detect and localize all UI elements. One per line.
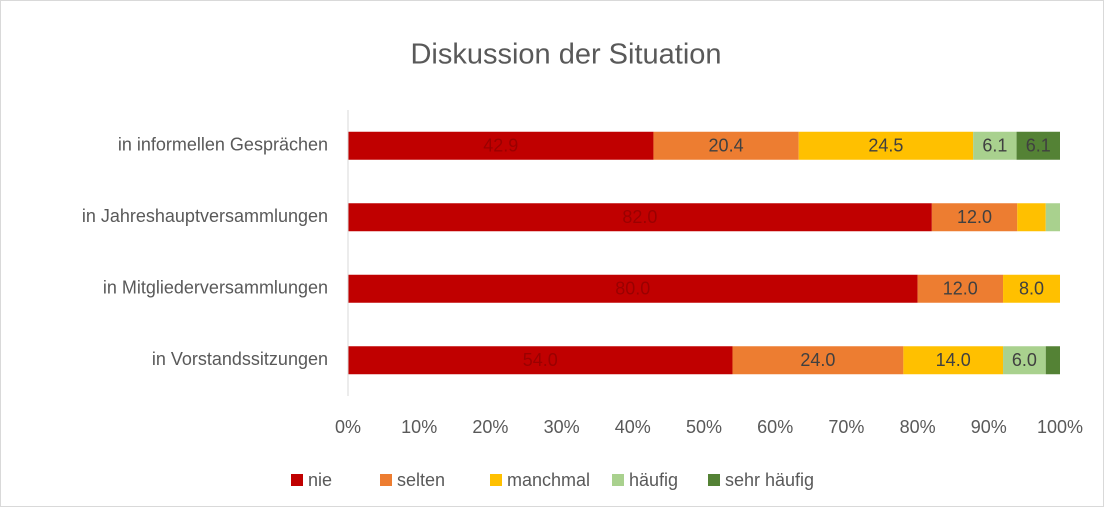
data-label: 24.0 <box>800 350 835 370</box>
bar-segment <box>1003 346 1046 375</box>
x-tick-label: 60% <box>757 417 793 437</box>
legend-swatch <box>490 474 502 486</box>
bar-segment <box>348 203 932 232</box>
data-label: 6.0 <box>1012 350 1037 370</box>
x-tick-label: 80% <box>900 417 936 437</box>
bar-segment <box>653 131 799 160</box>
data-label: 54.0 <box>523 350 558 370</box>
bar-segment <box>1045 346 1060 375</box>
chart-title: Diskussion der Situation <box>410 39 721 71</box>
legend-swatch <box>380 474 392 486</box>
bar-segment <box>348 131 654 160</box>
legend-swatch <box>612 474 624 486</box>
data-label: 6.1 <box>982 136 1007 156</box>
bar-segment <box>1045 203 1060 232</box>
y-tick-label: in Vorstandssitzungen <box>152 349 328 369</box>
data-label: 8.0 <box>1019 279 1044 299</box>
legend-label: manchmal <box>507 470 590 490</box>
bar-segment <box>973 131 1017 160</box>
x-tick-label: 100% <box>1037 417 1083 437</box>
bar-segment <box>903 346 1004 375</box>
data-label: 20.4 <box>709 136 744 156</box>
y-tick-label: in Mitgliederversammlungen <box>103 278 328 298</box>
legend-label: nie <box>308 470 332 490</box>
bar-segment <box>798 131 974 160</box>
data-label: 12.0 <box>943 279 978 299</box>
bar-segment <box>1017 203 1046 232</box>
bar-segment <box>931 203 1018 232</box>
x-tick-label: 50% <box>686 417 722 437</box>
x-tick-label: 90% <box>971 417 1007 437</box>
y-tick-label: in informellen Gesprächen <box>118 135 328 155</box>
x-tick-label: 30% <box>544 417 580 437</box>
x-tick-label: 40% <box>615 417 651 437</box>
data-label: 6.1 <box>1026 136 1051 156</box>
legend-label: häufig <box>629 470 678 490</box>
x-tick-label: 0% <box>335 417 361 437</box>
x-tick-label: 10% <box>401 417 437 437</box>
x-tick-label: 70% <box>828 417 864 437</box>
bar-segment <box>917 274 1004 303</box>
data-label: 42.9 <box>483 136 518 156</box>
legend-label: sehr häufig <box>725 470 814 490</box>
data-label: 80.0 <box>615 279 650 299</box>
x-tick-label: 20% <box>472 417 508 437</box>
bar-segment <box>1003 274 1060 303</box>
bar-segment <box>348 274 918 303</box>
bar-segment <box>348 346 733 375</box>
data-label: 24.5 <box>868 136 903 156</box>
legend-swatch <box>291 474 303 486</box>
y-tick-label: in Jahreshauptversammlungen <box>82 206 328 226</box>
legend-label: selten <box>397 470 445 490</box>
data-label: 12.0 <box>957 207 992 227</box>
bar-segment <box>1016 131 1060 160</box>
bar-segment <box>732 346 904 375</box>
data-label: 14.0 <box>936 350 971 370</box>
data-label: 82.0 <box>622 207 657 227</box>
legend-swatch <box>708 474 720 486</box>
